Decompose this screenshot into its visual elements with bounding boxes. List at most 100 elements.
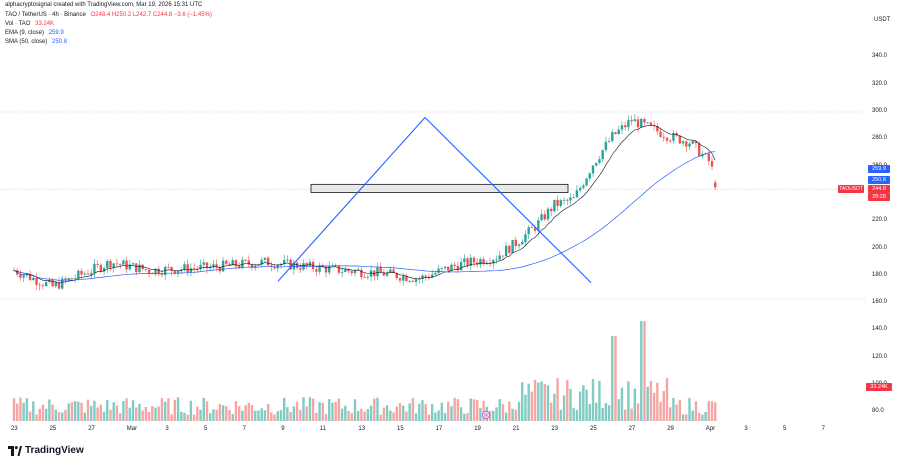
- volume-bar: [128, 407, 131, 421]
- time-tick-label: 13: [358, 426, 366, 432]
- volume-bar: [424, 404, 427, 421]
- volume-bar: [19, 397, 22, 421]
- volume-bar: [311, 398, 315, 421]
- volume-bar: [537, 382, 540, 421]
- volume-bar: [292, 406, 296, 421]
- volume-bar: [356, 410, 360, 421]
- time-tick-label: 5: [204, 426, 208, 432]
- volume-bar: [482, 400, 485, 421]
- candle-body: [659, 131, 662, 137]
- volume-bar: [421, 400, 424, 421]
- volume-bar: [379, 414, 382, 421]
- candle-body: [83, 273, 86, 275]
- volume-bar: [48, 399, 51, 421]
- volume-bar: [54, 409, 58, 421]
- candle-body: [48, 280, 51, 283]
- volume-bar: [331, 402, 334, 421]
- candle-body: [508, 245, 511, 253]
- candle-body: [685, 141, 688, 147]
- brand-name: TradingView: [25, 445, 84, 456]
- time-tick-label: Apr: [705, 426, 716, 432]
- sma-legend[interactable]: SMA (50, close) 250.8: [5, 38, 67, 46]
- candle-body: [186, 264, 189, 273]
- candle-body: [495, 259, 498, 261]
- candle-body: [511, 239, 514, 253]
- time-tick-label: 23: [11, 426, 18, 432]
- volume-bar: [96, 407, 99, 421]
- volume-bar: [122, 400, 125, 421]
- candle-body: [64, 278, 67, 281]
- volume-bar: [498, 399, 501, 421]
- volume-bar: [414, 413, 418, 421]
- volume-bar: [447, 401, 450, 421]
- candle-body: [44, 282, 48, 287]
- candle-body: [125, 260, 128, 270]
- candle-body: [546, 208, 550, 220]
- candle-body: [135, 263, 138, 273]
- volume-bar: [566, 380, 569, 421]
- replay-icon[interactable]: [482, 411, 490, 419]
- volume-bar: [456, 399, 460, 421]
- time-tick-label: 3: [744, 426, 748, 432]
- candle-body: [453, 264, 456, 267]
- volume-bar: [382, 407, 386, 421]
- candle-body: [96, 263, 99, 265]
- volume-tag: 33.24K: [866, 383, 892, 391]
- candle-body: [19, 274, 22, 278]
- volume-bar: [672, 397, 675, 421]
- candle-body: [582, 185, 585, 188]
- candle-body: [379, 267, 382, 273]
- candle-body: [530, 227, 534, 229]
- volume-bar: [318, 402, 321, 421]
- volume-bar: [151, 406, 154, 421]
- volume-bar: [514, 409, 517, 421]
- candle-body: [414, 279, 418, 282]
- candle-body: [376, 267, 379, 277]
- candle-body: [347, 269, 350, 272]
- candle-body: [656, 125, 659, 132]
- symbol-name[interactable]: TAO / TetherUS · 4h · Binance: [5, 12, 86, 18]
- volume-bar: [64, 409, 67, 421]
- tradingview-brand[interactable]: TradingView: [8, 445, 84, 456]
- time-tick-label: 19: [474, 426, 481, 432]
- candle-body: [176, 271, 180, 274]
- candle-body: [694, 141, 698, 144]
- ema-legend[interactable]: EMA (9, close) 259.9: [5, 29, 64, 37]
- candle-body: [440, 268, 444, 269]
- volume-bar: [115, 405, 119, 421]
- volume-bar: [32, 401, 35, 421]
- candle-body: [450, 264, 453, 271]
- volume-bar: [620, 387, 624, 421]
- candle-body: [38, 284, 41, 286]
- volume-bar: [51, 404, 54, 421]
- volume-bar: [228, 409, 231, 421]
- candle-body: [485, 263, 489, 265]
- candle-body: [57, 282, 61, 289]
- volume-bar: [585, 389, 588, 421]
- volume-bar: [636, 403, 640, 421]
- candle-body: [611, 132, 614, 142]
- volume-bar: [701, 414, 704, 421]
- candle-body: [540, 214, 543, 221]
- candle-body: [273, 266, 276, 269]
- candle-body: [514, 239, 517, 247]
- volume-bar: [601, 407, 604, 421]
- volume-bar: [434, 412, 437, 421]
- candle-body: [160, 274, 164, 276]
- price-tick-label: 220.0: [872, 217, 888, 224]
- volume-bar: [504, 412, 508, 421]
- candle-body: [492, 260, 495, 264]
- price-tick-label: 320.0: [872, 80, 888, 87]
- volume-legend[interactable]: Vol · TAO 33.24K: [5, 20, 54, 28]
- volume-bar: [508, 401, 511, 421]
- candle-body: [672, 133, 675, 141]
- candle-body: [118, 263, 122, 265]
- volume-bar: [231, 414, 234, 421]
- time-tick-label: 23: [551, 426, 559, 432]
- candle-body: [678, 135, 682, 144]
- candle-body: [250, 264, 254, 268]
- volume-bar: [385, 405, 389, 421]
- volume-bar: [209, 413, 212, 421]
